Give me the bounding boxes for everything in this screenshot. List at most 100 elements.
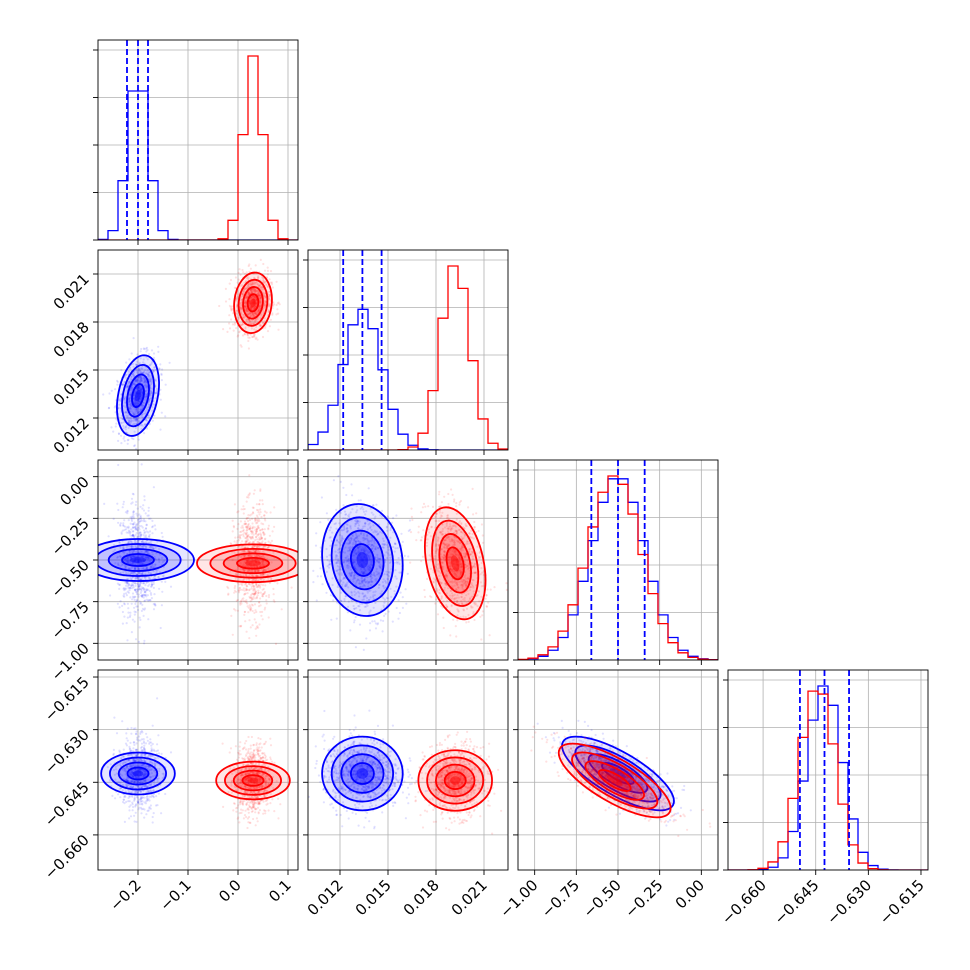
scatter-point xyxy=(233,323,236,326)
scatter-point xyxy=(134,426,137,429)
density-fill xyxy=(245,560,261,566)
scatter-point xyxy=(275,303,278,307)
scatter-point xyxy=(387,610,390,613)
contour-line xyxy=(121,363,155,428)
scatter-point xyxy=(261,550,264,553)
scatter-point xyxy=(130,420,133,423)
scatter-point xyxy=(239,305,242,308)
scatter-point xyxy=(248,301,251,304)
scatter-point xyxy=(235,599,238,602)
scatter-point xyxy=(132,511,135,514)
scatter-point xyxy=(250,283,254,286)
scatter-point xyxy=(257,550,260,553)
scatter-point xyxy=(129,522,132,525)
scatter-point xyxy=(240,312,243,315)
scatter-point xyxy=(131,560,134,563)
scatter-point xyxy=(244,304,247,307)
scatter-point xyxy=(253,489,256,492)
scatter-point xyxy=(144,591,147,594)
scatter-point xyxy=(253,611,256,614)
scatter-point xyxy=(395,606,398,610)
scatter-point xyxy=(127,396,130,400)
scatter-point xyxy=(136,507,139,510)
scatter-point xyxy=(125,565,128,568)
scatter-point xyxy=(130,517,133,520)
scatter-point xyxy=(152,356,156,359)
scatter-point xyxy=(128,420,131,423)
scatter-point xyxy=(157,557,160,560)
scatter-point xyxy=(331,531,334,534)
scatter-point xyxy=(252,287,255,290)
scatter-point xyxy=(137,388,140,391)
scatter-point xyxy=(253,333,256,336)
scatter-point xyxy=(161,368,164,371)
scatter-point xyxy=(250,284,253,287)
scatter-point xyxy=(256,289,259,292)
scatter-point xyxy=(247,339,250,343)
scatter-point xyxy=(149,541,152,544)
scatter-point xyxy=(124,426,127,429)
scatter-point xyxy=(258,563,261,566)
scatter-point xyxy=(128,551,131,554)
scatter-point xyxy=(242,587,245,590)
scatter-point xyxy=(160,531,163,535)
scatter-point xyxy=(136,561,139,564)
scatter-point xyxy=(150,597,153,600)
scatter-point xyxy=(255,310,258,313)
scatter-point xyxy=(134,555,137,558)
scatter-point xyxy=(237,536,240,539)
scatter-point xyxy=(480,638,483,641)
scatter-point xyxy=(258,584,261,587)
scatter-point xyxy=(131,534,134,537)
scatter-point xyxy=(250,530,253,533)
scatter-point xyxy=(140,463,143,466)
scatter-point xyxy=(133,559,136,562)
scatter-point xyxy=(150,583,153,586)
scatter-point xyxy=(157,345,160,348)
scatter-point xyxy=(244,540,247,543)
scatter-point xyxy=(246,534,249,538)
scatter-point xyxy=(242,578,245,581)
scatter-point xyxy=(248,270,251,273)
scatter-point xyxy=(363,538,367,541)
scatter-point xyxy=(239,306,242,310)
scatter-point xyxy=(169,585,173,588)
scatter-point xyxy=(251,624,254,627)
scatter-point xyxy=(136,556,139,559)
scatter-point xyxy=(243,520,247,523)
scatter-point xyxy=(142,556,145,560)
scatter-point xyxy=(137,640,140,643)
scatter-point xyxy=(263,517,266,520)
scatter-point xyxy=(266,309,270,312)
scatter-point xyxy=(255,302,258,306)
scatter-point xyxy=(260,583,263,586)
scatter-point xyxy=(254,520,257,523)
scatter-point xyxy=(249,267,252,270)
scatter-point xyxy=(147,406,150,409)
contour-line xyxy=(209,548,297,579)
scatter-point xyxy=(134,572,137,575)
scatter-point xyxy=(248,492,251,495)
scatter-point xyxy=(247,282,251,285)
scatter-point xyxy=(268,298,271,301)
scatter-point xyxy=(253,302,256,305)
scatter-point xyxy=(135,532,138,535)
scatter-point xyxy=(125,581,129,584)
scatter-point xyxy=(265,599,268,602)
scatter-point xyxy=(137,399,140,402)
scatter-point xyxy=(252,303,255,307)
scatter-point xyxy=(267,297,270,301)
scatter-point xyxy=(242,316,245,319)
scatter-point xyxy=(264,568,267,572)
scatter-point xyxy=(261,610,264,613)
scatter-point xyxy=(122,437,125,440)
scatter-point xyxy=(136,360,139,363)
scatter-point xyxy=(397,599,400,602)
scatter-point xyxy=(243,272,247,275)
scatter-point xyxy=(148,371,151,374)
scatter-point xyxy=(128,367,131,370)
scatter-point xyxy=(153,602,156,605)
scatter-point xyxy=(138,571,141,574)
scatter-point xyxy=(234,572,237,575)
scatter-point xyxy=(129,389,132,392)
